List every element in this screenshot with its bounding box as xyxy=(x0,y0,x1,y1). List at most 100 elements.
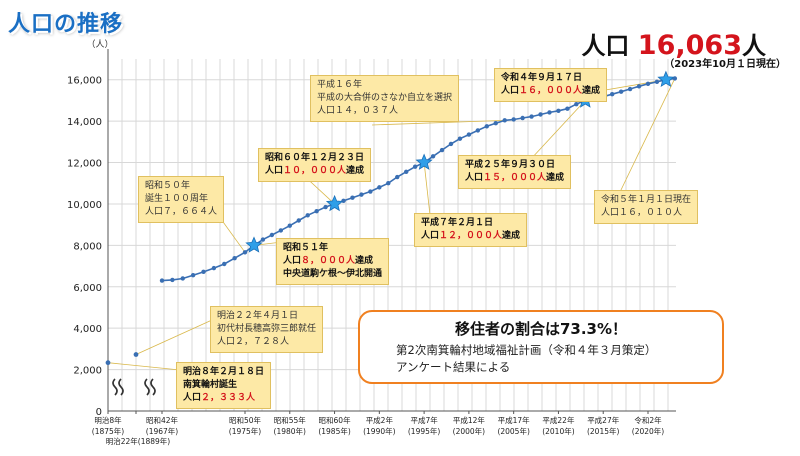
data-point xyxy=(457,136,463,141)
callout-showa60: 昭和６０年１２月２３日 人口１０，０００人達成 xyxy=(258,148,372,182)
data-point xyxy=(287,223,292,228)
milestone-star xyxy=(657,70,675,88)
x-tick-label: (2000年) xyxy=(453,426,486,436)
headline-value: 16,063 xyxy=(637,30,742,61)
data-point xyxy=(529,114,534,119)
data-point xyxy=(278,228,284,233)
milestone-star xyxy=(415,153,433,170)
callout-leader xyxy=(619,78,676,193)
data-point xyxy=(547,110,552,115)
callout-line: 中央道駒ケ根～伊北開通 xyxy=(283,269,383,279)
callout-heisei7: 平成７年２月１日人口１２，０００人達成 xyxy=(414,213,528,247)
callout-reiwa5: 令和５年１月１日現在 人口１６，０１０人 xyxy=(594,190,699,224)
callout-line: 人口２，３３３人 xyxy=(183,393,256,403)
axis-break-mark xyxy=(112,378,118,396)
callout-meiji8: 明治８年２月１８日 南箕輪村誕生 人口２，３３３人 xyxy=(176,362,272,409)
data-point xyxy=(314,208,319,214)
data-point xyxy=(618,89,624,94)
note-heading: 移住者の割合は73.3%！ xyxy=(454,320,628,338)
y-tick-label: 14,000 xyxy=(67,117,102,128)
data-point xyxy=(296,218,301,223)
data-point xyxy=(386,181,391,186)
note-line-2: アンケート結果による xyxy=(396,360,511,374)
x-tick-label: 平成27年 xyxy=(587,415,620,425)
callout-meiji22: 明治２２年４月１日 初代村長穂高弥三郎就任 人口２，７２８人 xyxy=(210,306,324,353)
callout-line: 人口８，０００人達成 xyxy=(283,256,374,266)
data-point xyxy=(269,232,275,238)
y-axis-label: （人） xyxy=(86,39,113,50)
x-tick-label: 昭和42年 xyxy=(146,415,179,425)
x-tick-label: (1995年) xyxy=(408,426,441,436)
data-point xyxy=(520,115,525,121)
y-tick-label: 16,000 xyxy=(67,76,102,87)
data-point xyxy=(412,164,418,169)
callout-line: 初代村長穂高弥三郎就任 xyxy=(217,324,317,334)
data-point xyxy=(368,189,373,194)
x-tick-label: 平成17年 xyxy=(498,415,531,425)
data-point xyxy=(609,92,615,97)
callout-showa50: 昭和５０年 誕生１００周年 人口７，６６４人 xyxy=(138,176,225,223)
data-point xyxy=(475,128,481,133)
x-tick-label: (2020年) xyxy=(632,426,665,436)
migration-note: 移住者の割合は73.3%！ 第2次南箕輪村地域福祉計画（令和４年３月策定） アン… xyxy=(358,310,724,384)
data-point xyxy=(359,192,364,197)
callout-line: 昭和６０年１２月２３日 xyxy=(265,153,365,163)
x-tick-label: 平成22年 xyxy=(542,415,575,425)
callout-line: 平成の大合併のさなか自立を選択 xyxy=(317,93,453,103)
callout-line: 人口２，７２８人 xyxy=(217,337,290,347)
data-point xyxy=(190,272,196,278)
callout-line: 誕生１００周年 xyxy=(145,194,209,204)
callout-line: 人口１２，０００人達成 xyxy=(421,231,521,241)
callout-line: 人口１６，０００人達成 xyxy=(501,86,601,96)
data-point xyxy=(430,154,436,159)
callout-reiwa4: 令和４年９月１７日人口１６，０００人達成 xyxy=(494,68,608,102)
data-point xyxy=(180,276,185,281)
data-point xyxy=(350,195,355,200)
y-tick-label: 12,000 xyxy=(67,159,102,170)
callout-line: 令和４年９月１７日 xyxy=(501,73,583,83)
callout-heisei16: 平成１６年 平成の大合併のさなか自立を選択 人口１４，０３７人 xyxy=(310,75,460,122)
headline-label: 人口 xyxy=(581,32,638,60)
callout-line: 南箕輪村誕生 xyxy=(183,380,238,390)
data-point xyxy=(627,86,633,92)
y-tick-label: 2,000 xyxy=(73,366,102,377)
data-point xyxy=(159,278,165,283)
x-tick-label: 平成12年 xyxy=(453,415,486,425)
x-tick-label: (2010年) xyxy=(542,426,575,436)
x-tick-label: (1967年) xyxy=(146,426,179,436)
data-point xyxy=(654,79,660,84)
x-tick-label: (2015年) xyxy=(587,426,620,436)
data-point xyxy=(439,147,445,153)
callout-leader xyxy=(371,119,505,126)
callout-leader xyxy=(529,100,586,161)
data-point xyxy=(538,112,543,117)
callout-line: 人口７，６６４人 xyxy=(145,207,218,217)
headline-unit: 人 xyxy=(742,32,766,60)
x-tick-label: 平成7年 xyxy=(410,415,438,425)
callout-line: 平成７年２月１日 xyxy=(421,218,494,228)
data-point xyxy=(211,265,217,271)
x-tick-label: 明治22年(1889年) xyxy=(106,436,171,446)
x-tick-label: 昭和55年 xyxy=(274,415,307,425)
data-point xyxy=(341,198,346,204)
data-point xyxy=(201,269,206,275)
callout-heisei25: 平成２５年９月３０日 人口１５，０００人達成 xyxy=(458,155,572,189)
x-tick-label: 昭和60年 xyxy=(319,415,352,425)
population-headline: 人口 16,063人 xyxy=(581,26,766,61)
y-tick-label: 10,000 xyxy=(67,200,102,211)
data-point xyxy=(466,132,472,137)
x-tick-label: 平成2年 xyxy=(366,415,394,425)
data-point xyxy=(170,277,175,283)
callout-leader xyxy=(423,162,431,216)
data-point xyxy=(305,213,310,218)
callout-leader xyxy=(107,362,181,371)
callout-line: 令和５年１月１日現在 xyxy=(601,195,692,205)
x-tick-label: 昭和50年 xyxy=(229,415,262,425)
data-point xyxy=(222,261,227,267)
note-line-1: 第2次南箕輪村地域福祉計画（令和４年３月策定） xyxy=(396,343,657,357)
callout-showa51: 昭和５１年 人口８，０００人達成 中央道駒ケ根～伊北開通 xyxy=(276,238,390,285)
callout-line: 人口１０，０００人達成 xyxy=(265,166,365,176)
y-tick-label: 4,000 xyxy=(73,324,102,335)
y-tick-label: 6,000 xyxy=(73,283,102,294)
